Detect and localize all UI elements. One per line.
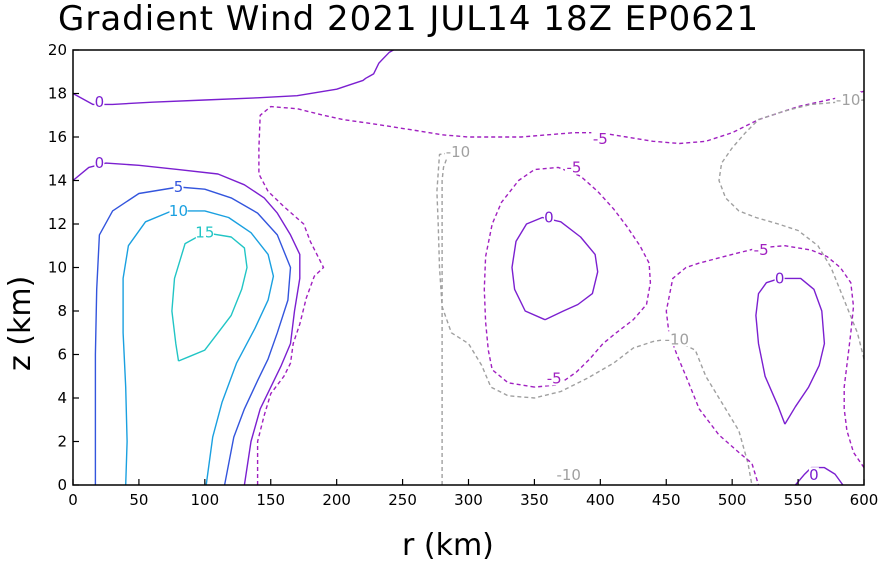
y-tick-label: 2 (57, 433, 67, 451)
x-tick-label: 50 (129, 491, 148, 509)
contour-label: -5 (566, 158, 581, 176)
contour-line-minus5-7 (483, 166, 652, 388)
contour-label: 0 (775, 269, 785, 287)
contour-label: 0 (95, 93, 105, 111)
contour-line-minus5-4 (256, 90, 865, 485)
contour-label-layer: 0 0 5 10 15 -10 -5 -5 0 -5 -10 -10 -5 0 -10 0 (94, 91, 862, 484)
x-axis-label: r (km) (402, 528, 494, 561)
contour-label: 10 (169, 202, 188, 220)
y-tick-label: 12 (48, 215, 67, 233)
contour-label: -5 (547, 369, 562, 387)
contour-label-bg (808, 467, 819, 483)
y-tick-label: 8 (57, 302, 67, 320)
contour-label-bg (591, 131, 610, 147)
x-tick-label: 550 (784, 491, 813, 509)
contour-label: 15 (195, 224, 214, 242)
y-tick-label: 18 (48, 85, 67, 103)
plot-frame (72, 49, 865, 486)
x-tick-label: 400 (586, 491, 615, 509)
contour-label-bg (94, 155, 105, 171)
contour-label: -10 (836, 91, 861, 109)
contour-line-minus10-10 (718, 99, 865, 360)
contour-label-bg (774, 270, 785, 286)
x-tick-label: 150 (256, 491, 285, 509)
contour-line-0-8 (511, 216, 599, 321)
axis-tick-layer: 0 50 100 150 200 250 300 350 400 450 500 550 6000246… (48, 41, 878, 509)
contour-line-minus10-9 (436, 151, 753, 486)
contour-line-minus5-11 (665, 244, 865, 486)
contour-line-minus10-6 (441, 151, 456, 485)
contour-label-bg (169, 202, 188, 218)
contour-label: -10 (556, 466, 581, 484)
y-tick-label: 0 (57, 476, 67, 494)
x-tick-label: 100 (191, 491, 220, 509)
x-tick-label: 250 (388, 491, 417, 509)
contour-label: 0 (809, 466, 819, 484)
contour-label: 0 (95, 154, 105, 172)
x-tick-label: 350 (520, 491, 549, 509)
contour-label-bg (173, 179, 184, 195)
x-tick-label: 200 (322, 491, 351, 509)
contour-line-0-13 (794, 466, 844, 486)
contour-layer (72, 49, 865, 486)
x-tick-label: 500 (718, 491, 747, 509)
y-tick-label: 14 (48, 172, 67, 190)
y-tick-label: 6 (57, 346, 67, 364)
contour-label-bg (835, 92, 862, 108)
contour-line-0-5 (72, 49, 394, 106)
contour-label-bg (94, 94, 105, 110)
chart-title: Gradient Wind 2021 JUL14 18Z EP0621 (58, 0, 759, 39)
contour-label-bg (545, 370, 564, 386)
contour-label: 0 (544, 208, 554, 226)
x-tick-label: 450 (652, 491, 681, 509)
contour-line-15-0 (171, 231, 248, 362)
x-tick-label: 600 (850, 491, 879, 509)
contour-label-bg (663, 331, 690, 347)
contour-line-0-12 (755, 277, 826, 425)
contour-label: -5 (754, 241, 769, 259)
contour-line-0-3 (72, 162, 301, 486)
y-tick-label: 10 (48, 259, 67, 277)
contour-label-bg (444, 144, 471, 160)
x-tick-label: 0 (68, 491, 78, 509)
contour-label-bg (752, 242, 771, 258)
y-tick-label: 4 (57, 389, 67, 407)
contour-line-10-1 (122, 210, 275, 486)
contour-label: 5 (174, 178, 184, 196)
contour-label-bg (564, 159, 583, 175)
x-tick-label: 300 (454, 491, 483, 509)
y-axis-label: z (km) (3, 276, 38, 371)
contour-label-bg (543, 209, 554, 225)
contour-label-bg (555, 467, 582, 483)
contour-label: -10 (665, 330, 690, 348)
contour-label-bg (195, 224, 214, 240)
contour-label: -5 (593, 130, 608, 148)
contour-line-5-2 (94, 186, 292, 486)
contour-label: -10 (446, 143, 471, 161)
y-tick-label: 16 (48, 128, 67, 146)
y-tick-label: 20 (48, 41, 67, 59)
